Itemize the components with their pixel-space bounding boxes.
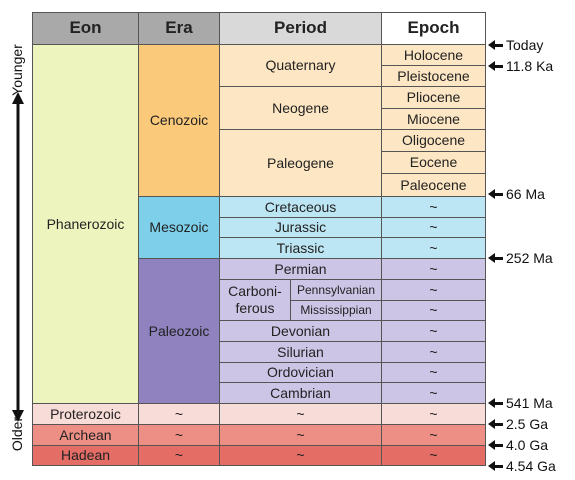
marker-66-ma: 66 Ma — [488, 186, 545, 202]
header-eon: Eon — [32, 12, 139, 45]
era-mesozoic: Mesozoic — [138, 196, 220, 259]
period-cambrian: Cambrian — [219, 382, 382, 404]
axis-older-label: Older — [9, 416, 26, 452]
epoch-miocene: Miocene — [381, 108, 486, 130]
left-arrow-icon — [488, 189, 495, 199]
era-paleozoic: Paleozoic — [138, 258, 220, 404]
era-hadean: ~ — [138, 445, 220, 466]
epoch-cambrian: ~ — [381, 382, 486, 404]
left-arrow-icon — [488, 419, 495, 429]
period-silurian: Silurian — [219, 341, 382, 363]
period-cretaceous: Cretaceous — [219, 196, 382, 218]
period-proterozoic: ~ — [219, 403, 382, 425]
epoch-pennsylvanian: ~ — [381, 279, 486, 301]
epoch-ordovician: ~ — [381, 362, 486, 383]
period-triassic: Triassic — [219, 237, 382, 259]
epoch-oligocene: Oligocene — [381, 129, 486, 152]
epoch-pleistocene: Pleistocene — [381, 65, 486, 87]
period-jurassic: Jurassic — [219, 217, 382, 238]
left-arrow-icon — [488, 440, 495, 450]
period-carboniferous: Carboni- ferous — [219, 279, 291, 321]
era-proterozoic: ~ — [138, 403, 220, 425]
epoch-holocene: Holocene — [381, 44, 486, 66]
header-epoch: Epoch — [381, 12, 486, 45]
marker-4-54-ga-label: 4.54 Ga — [506, 458, 556, 474]
epoch-silurian: ~ — [381, 341, 486, 363]
period-pennsylvanian: Pennsylvanian — [290, 279, 382, 301]
epoch-archean: ~ — [381, 424, 486, 446]
marker-4-54-ga: 4.54 Ga — [488, 458, 556, 474]
marker-541-ma-label: 541 Ma — [506, 395, 553, 411]
time-axis-arrow-icon — [12, 92, 24, 422]
left-arrow-icon — [488, 398, 495, 408]
epoch-hadean: ~ — [381, 445, 486, 466]
period-archean: ~ — [219, 424, 382, 446]
eon-archean: Archean — [32, 424, 139, 446]
eon-hadean: Hadean — [32, 445, 139, 466]
era-cenozoic: Cenozoic — [138, 44, 220, 197]
epoch-permian: ~ — [381, 258, 486, 280]
marker-11-8-ka-label: 11.8 Ka — [506, 58, 554, 74]
eon-proterozoic: Proterozoic — [32, 403, 139, 425]
eon-phanerozoic: Phanerozoic — [32, 44, 139, 404]
header-era: Era — [138, 12, 220, 45]
marker-2-5-ga-label: 2.5 Ga — [506, 416, 549, 432]
epoch-devonian: ~ — [381, 320, 486, 342]
period-mississippian: Mississippian — [290, 300, 382, 321]
epoch-cretaceous: ~ — [381, 196, 486, 218]
epoch-pliocene: Pliocene — [381, 86, 486, 109]
header-period: Period — [219, 12, 382, 45]
epoch-paleocene: Paleocene — [381, 173, 486, 197]
period-permian: Permian — [219, 258, 382, 280]
era-archean: ~ — [138, 424, 220, 446]
marker-252-ma-label: 252 Ma — [506, 250, 553, 266]
period-quaternary: Quaternary — [219, 44, 382, 87]
marker-2-5-ga: 2.5 Ga — [488, 416, 549, 432]
marker-252-ma: 252 Ma — [488, 250, 553, 266]
epoch-proterozoic: ~ — [381, 403, 486, 425]
epoch-mississippian: ~ — [381, 300, 486, 321]
marker-4-0-ga-label: 4.0 Ga — [506, 437, 549, 453]
epoch-jurassic: ~ — [381, 217, 486, 238]
marker-541-ma: 541 Ma — [488, 395, 553, 411]
period-neogene: Neogene — [219, 86, 382, 130]
axis-younger-label: Younger — [8, 44, 25, 96]
marker-66-ma-label: 66 Ma — [506, 186, 545, 202]
epoch-triassic: ~ — [381, 237, 486, 259]
left-arrow-icon — [488, 253, 495, 263]
marker-today: Today — [488, 37, 544, 53]
left-arrow-icon — [488, 461, 495, 471]
epoch-eocene: Eocene — [381, 151, 486, 174]
period-ordovician: Ordovician — [219, 362, 382, 383]
period-hadean: ~ — [219, 445, 382, 466]
left-arrow-icon — [488, 61, 495, 71]
marker-4-0-ga: 4.0 Ga — [488, 437, 549, 453]
marker-today-label: Today — [506, 37, 544, 53]
period-devonian: Devonian — [219, 320, 382, 342]
left-arrow-icon — [488, 40, 495, 50]
period-paleogene: Paleogene — [219, 129, 382, 197]
marker-11-8-ka: 11.8 Ka — [488, 58, 554, 74]
